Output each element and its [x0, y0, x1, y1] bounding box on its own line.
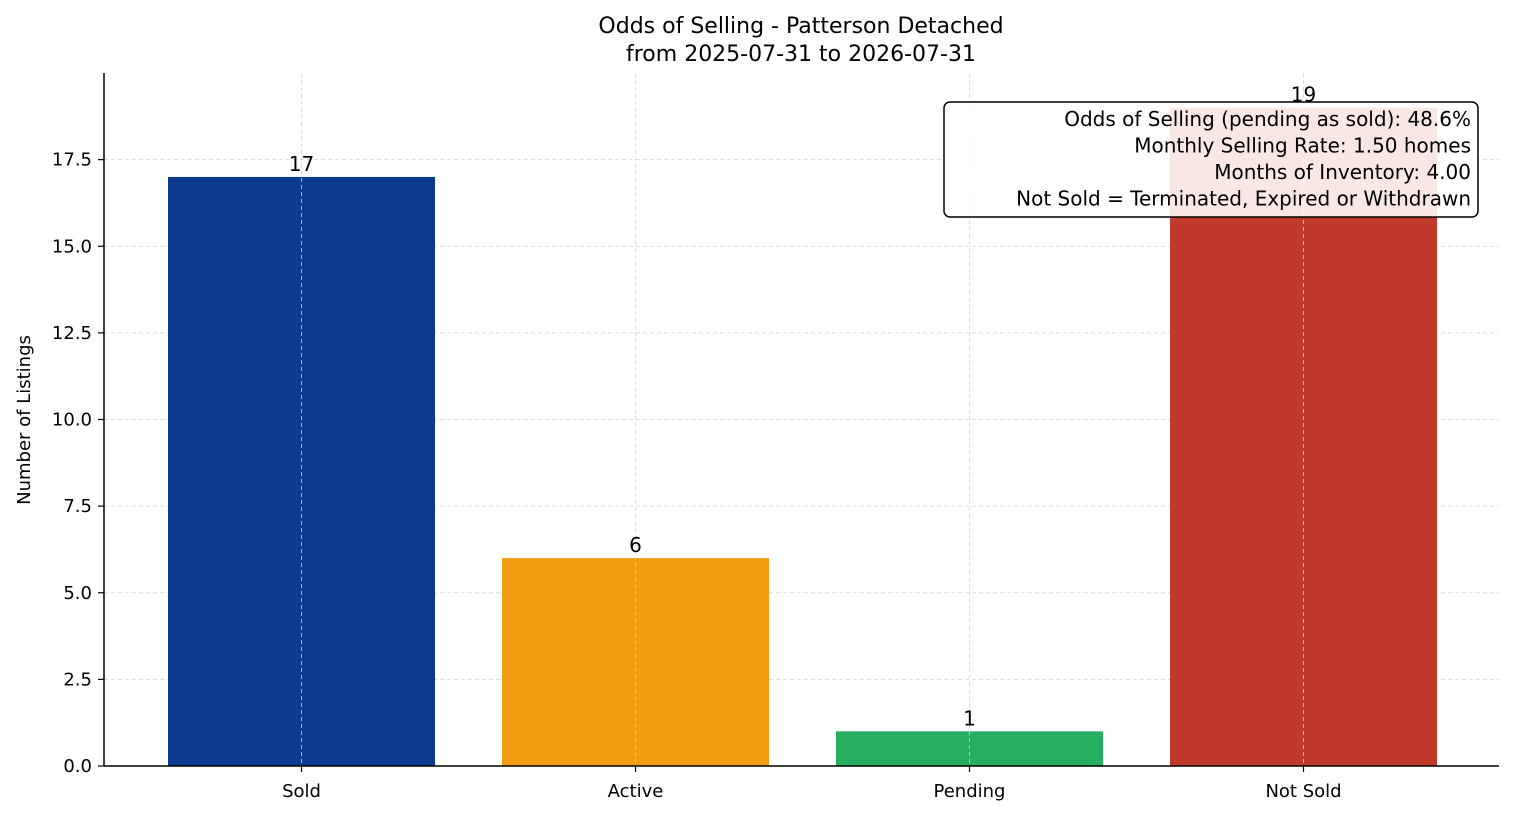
chart-subtitle: from 2025-07-31 to 2026-07-31 — [626, 42, 976, 67]
x-tick-label: Active — [608, 781, 664, 802]
y-tick-label: 15.0 — [52, 236, 92, 257]
y-tick-label: 0.0 — [63, 756, 92, 777]
bar-value-label: 1 — [963, 706, 976, 730]
bar-sold — [168, 176, 435, 766]
bar-value-label: 6 — [629, 533, 642, 557]
y-ticks: 0.0 2.5 5.0 7.5 10.0 12.5 15.0 17.5 — [52, 150, 104, 777]
annotation-line: Months of Inventory: 4.00 — [1214, 160, 1471, 184]
chart-title: Odds of Selling - Patterson Detached — [598, 14, 1003, 39]
annotation-line: Monthly Selling Rate: 1.50 homes — [1134, 134, 1471, 158]
x-tick-label: Sold — [282, 781, 321, 802]
y-tick-label: 12.5 — [52, 323, 92, 344]
x-tick-label: Not Sold — [1265, 781, 1341, 802]
y-tick-label: 7.5 — [63, 496, 92, 517]
bar-value-label: 17 — [289, 152, 314, 176]
annotation-box — [943, 101, 1479, 218]
y-tick-label: 10.0 — [52, 410, 92, 431]
y-tick-label: 2.5 — [63, 669, 92, 690]
y-tick-label: 5.0 — [63, 583, 92, 604]
y-axis-label: Number of Listings — [14, 335, 35, 505]
x-ticks: Sold Active Pending Not Sold — [282, 766, 1342, 802]
annotation-line: Not Sold = Terminated, Expired or Withdr… — [1016, 187, 1471, 211]
annotation-line: Odds of Selling (pending as sold): 48.6% — [1064, 107, 1471, 131]
y-tick-label: 17.5 — [52, 150, 92, 171]
x-tick-label: Pending — [934, 781, 1006, 802]
stats-annotation-box: Odds of Selling (pending as sold): 48.6%… — [943, 101, 1479, 218]
